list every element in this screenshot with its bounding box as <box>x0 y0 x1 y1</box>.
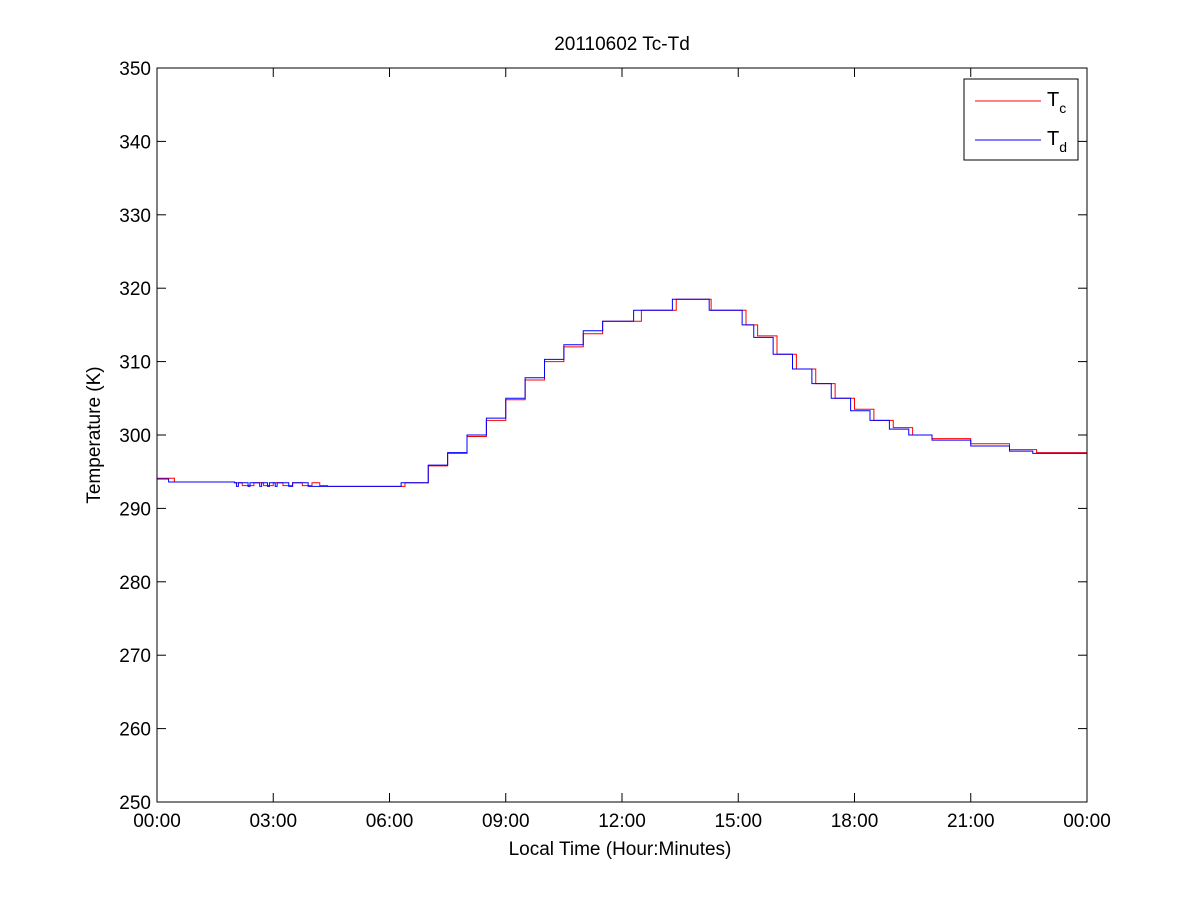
x-tick-label: 00:00 <box>133 811 181 832</box>
y-tick-label: 280 <box>119 573 151 594</box>
x-tick-label: 12:00 <box>598 811 646 832</box>
y-tick-label: 320 <box>119 279 151 300</box>
y-tick-label: 270 <box>119 646 151 667</box>
chart-title: 20110602 Tc-Td <box>554 34 690 55</box>
legend-box <box>963 78 1079 161</box>
y-tick-label: 330 <box>119 206 151 227</box>
y-tick-label: 310 <box>119 353 151 374</box>
y-tick-label: 350 <box>119 59 151 80</box>
legend-entry-td-name: T <box>1047 128 1059 150</box>
x-axis-label: Local Time (Hour:Minutes) <box>509 839 732 860</box>
legend-entry-td: Td <box>1047 128 1067 155</box>
y-tick-label: 260 <box>119 720 151 741</box>
x-tick-label: 15:00 <box>714 811 762 832</box>
plot-area <box>157 68 1087 802</box>
y-tick-label: 250 <box>119 793 151 814</box>
legend-entry-td-subscript: d <box>1059 139 1067 155</box>
y-tick-label: 340 <box>119 132 151 153</box>
x-tick-label: 09:00 <box>482 811 530 832</box>
legend-entry-tc: Tc <box>1047 89 1066 116</box>
legend-entry-tc-name: T <box>1047 89 1059 111</box>
x-axis: 00:00 03:00 06:00 09:00 12:00 15:00 18:00 21:00… <box>133 68 1111 832</box>
series-layer <box>157 298 1088 487</box>
y-tick-label: 300 <box>119 426 151 447</box>
x-tick-label: 06:00 <box>366 811 414 832</box>
y-axis: 250 260 270 280 290 300 310 320 330 340 350 <box>119 59 1087 814</box>
x-tick-label: 00:00 <box>1063 811 1111 832</box>
y-axis-label: Temperature (K) <box>84 366 105 503</box>
y-tick-label: 290 <box>119 499 151 520</box>
x-tick-label: 18:00 <box>831 811 879 832</box>
x-tick-label: 03:00 <box>249 811 297 832</box>
x-tick-label: 21:00 <box>947 811 995 832</box>
legend-entry-tc-subscript: c <box>1059 100 1066 116</box>
series-line-td <box>157 298 1088 487</box>
legend: Tc Td <box>963 78 1079 161</box>
